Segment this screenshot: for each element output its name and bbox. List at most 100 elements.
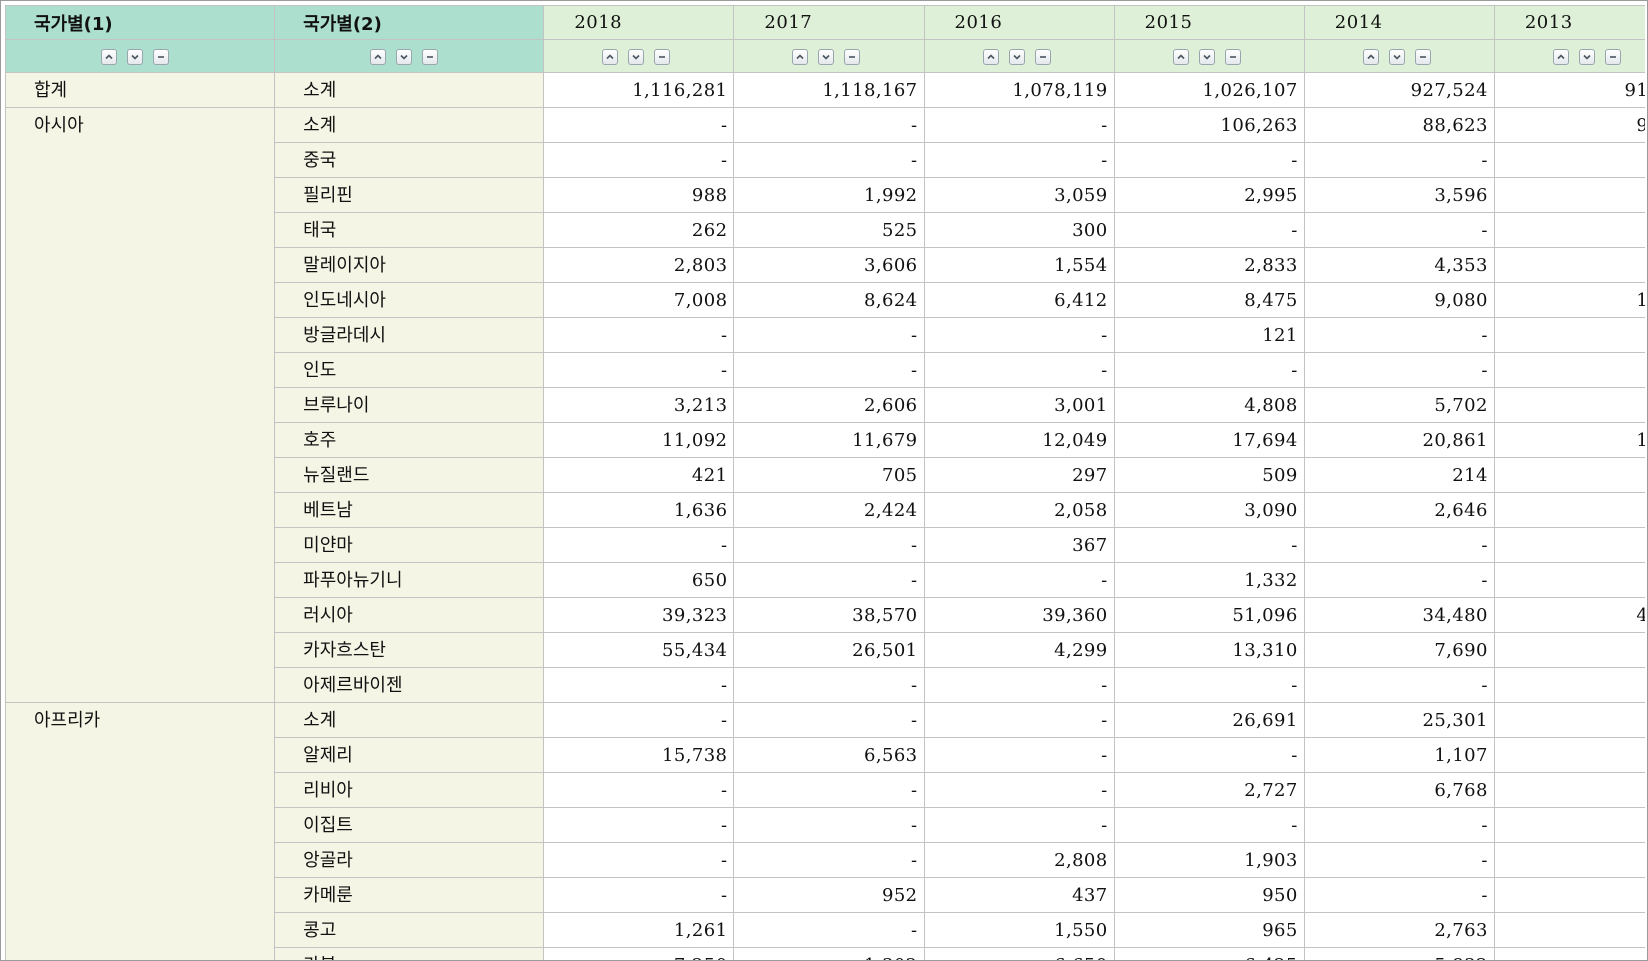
value-cell: - — [543, 702, 735, 738]
sort-ascending-icon[interactable] — [1172, 49, 1189, 65]
value-cell: 950 — [1113, 877, 1305, 913]
collapse-icon[interactable] — [654, 49, 671, 65]
value-cell: - — [543, 807, 735, 843]
data-grid-viewport[interactable]: 국가별(1) 국가별(2) 2018 2017 2016 2015 2014 2… — [5, 5, 1645, 960]
value-cell — [1493, 352, 1645, 388]
sort-descending-icon[interactable] — [818, 49, 835, 65]
value-cell: 1,636 — [543, 492, 735, 528]
value-cell: - — [733, 352, 925, 388]
sort-descending-icon[interactable] — [127, 49, 144, 65]
value-cell: 7,008 — [543, 282, 735, 318]
value-cell: - — [1113, 667, 1305, 703]
value-cell: 3,7 — [1493, 772, 1645, 808]
sort-descending-icon[interactable] — [1198, 49, 1215, 65]
column-header-year[interactable]: 2015 — [1113, 5, 1305, 40]
value-cell: 13,310 — [1113, 632, 1305, 668]
value-cell: - — [923, 667, 1115, 703]
value-cell: 6 — [1493, 737, 1645, 773]
value-cell: 2,995 — [1113, 177, 1305, 213]
sort-descending-icon[interactable] — [628, 49, 645, 65]
value-cell: 4,4 — [1493, 177, 1645, 213]
sort-ascending-icon[interactable] — [792, 49, 809, 65]
value-cell: - — [1303, 142, 1495, 178]
value-cell: - — [1303, 212, 1495, 248]
column-header-country-2[interactable]: 국가별(2) — [274, 5, 545, 40]
value-cell: - — [733, 107, 925, 143]
value-cell: 965 — [1113, 912, 1305, 948]
value-cell: - — [543, 877, 735, 913]
collapse-icon[interactable] — [1034, 49, 1051, 65]
value-cell: 1,332 — [1113, 562, 1305, 598]
table-row: 콩고 1,261-1,550 965 2,763 — [6, 912, 1645, 948]
value-cell: 8,0 — [1493, 702, 1645, 738]
collapse-icon[interactable] — [1604, 49, 1621, 65]
value-cell: 3,596 — [1303, 177, 1495, 213]
value-cell — [1493, 142, 1645, 178]
table-row: 인도 - - - - - — [6, 352, 1645, 388]
sort-descending-icon[interactable] — [1008, 49, 1025, 65]
row-label: 파푸아뉴기니 — [274, 562, 545, 598]
sort-ascending-icon[interactable] — [101, 49, 118, 65]
value-cell: 3,213 — [543, 387, 735, 423]
collapse-icon[interactable] — [1414, 49, 1431, 65]
value-cell: 88,623 — [1303, 107, 1495, 143]
value-cell: 39,323 — [543, 597, 735, 633]
value-cell: 367 — [923, 527, 1115, 563]
column-header-year[interactable]: 2013 — [1493, 5, 1645, 40]
value-cell: - — [543, 772, 735, 808]
value-cell: 437 — [923, 877, 1115, 913]
value-cell: 6,412 — [923, 282, 1115, 318]
row-label: 콩고 — [274, 912, 545, 948]
value-cell: 915,0 — [1493, 72, 1645, 108]
row-label: 아제르바이젠 — [274, 667, 545, 703]
value-cell: 1,550 — [923, 912, 1115, 948]
row-label: 미얀마 — [274, 527, 545, 563]
sort-descending-icon[interactable] — [1578, 49, 1595, 65]
sort-descending-icon[interactable] — [1388, 49, 1405, 65]
value-cell — [1493, 527, 1645, 563]
value-cell: - — [1303, 317, 1495, 353]
value-cell: 1,554 — [923, 247, 1115, 283]
value-cell: 38,570 — [733, 597, 925, 633]
column-header-country-1[interactable]: 국가별(1) — [5, 5, 276, 40]
column-header-year[interactable]: 2016 — [923, 5, 1115, 40]
sort-ascending-icon[interactable] — [982, 49, 999, 65]
column-header-year[interactable]: 2018 — [543, 5, 735, 40]
collapse-icon[interactable] — [1224, 49, 1241, 65]
value-cell: - — [733, 142, 925, 178]
sort-ascending-icon[interactable] — [602, 49, 619, 65]
collapse-icon[interactable] — [422, 49, 439, 65]
value-cell: - — [1113, 352, 1305, 388]
collapse-icon[interactable] — [153, 49, 170, 65]
value-cell: 40,1 — [1493, 597, 1645, 633]
sort-ascending-icon[interactable] — [370, 49, 387, 65]
value-cell: - — [543, 842, 735, 878]
sort-control-row — [5, 39, 1645, 73]
value-cell: - — [733, 527, 925, 563]
value-cell: - — [1303, 527, 1495, 563]
value-cell: 39,360 — [923, 597, 1115, 633]
row-label: 가봉 — [274, 947, 545, 960]
table-row: 중국 - - - - - — [6, 142, 1645, 178]
table-row: 파푸아뉴기니 650- -1,332- — [6, 562, 1645, 598]
value-cell: 4,353 — [1303, 247, 1495, 283]
value-cell: 1,992 — [733, 177, 925, 213]
value-cell: - — [1113, 737, 1305, 773]
row-label: 베트남 — [274, 492, 545, 528]
column-header-year[interactable]: 2014 — [1303, 5, 1495, 40]
column-header-year[interactable]: 2017 — [733, 5, 925, 40]
value-cell: 927,524 — [1303, 72, 1495, 108]
value-cell: 705 — [733, 457, 925, 493]
sort-descending-icon[interactable] — [396, 49, 413, 65]
sort-ascending-icon[interactable] — [1362, 49, 1379, 65]
table-row: 가봉7,2501,3026,6506,4255,8321,3 — [6, 947, 1645, 960]
value-cell: 12,049 — [923, 422, 1115, 458]
row-label: 카메룬 — [274, 877, 545, 913]
group-label: 합계 — [5, 72, 276, 108]
collapse-icon[interactable] — [844, 49, 861, 65]
column-controls-country-1 — [5, 39, 276, 73]
sort-ascending-icon[interactable] — [1552, 49, 1569, 65]
